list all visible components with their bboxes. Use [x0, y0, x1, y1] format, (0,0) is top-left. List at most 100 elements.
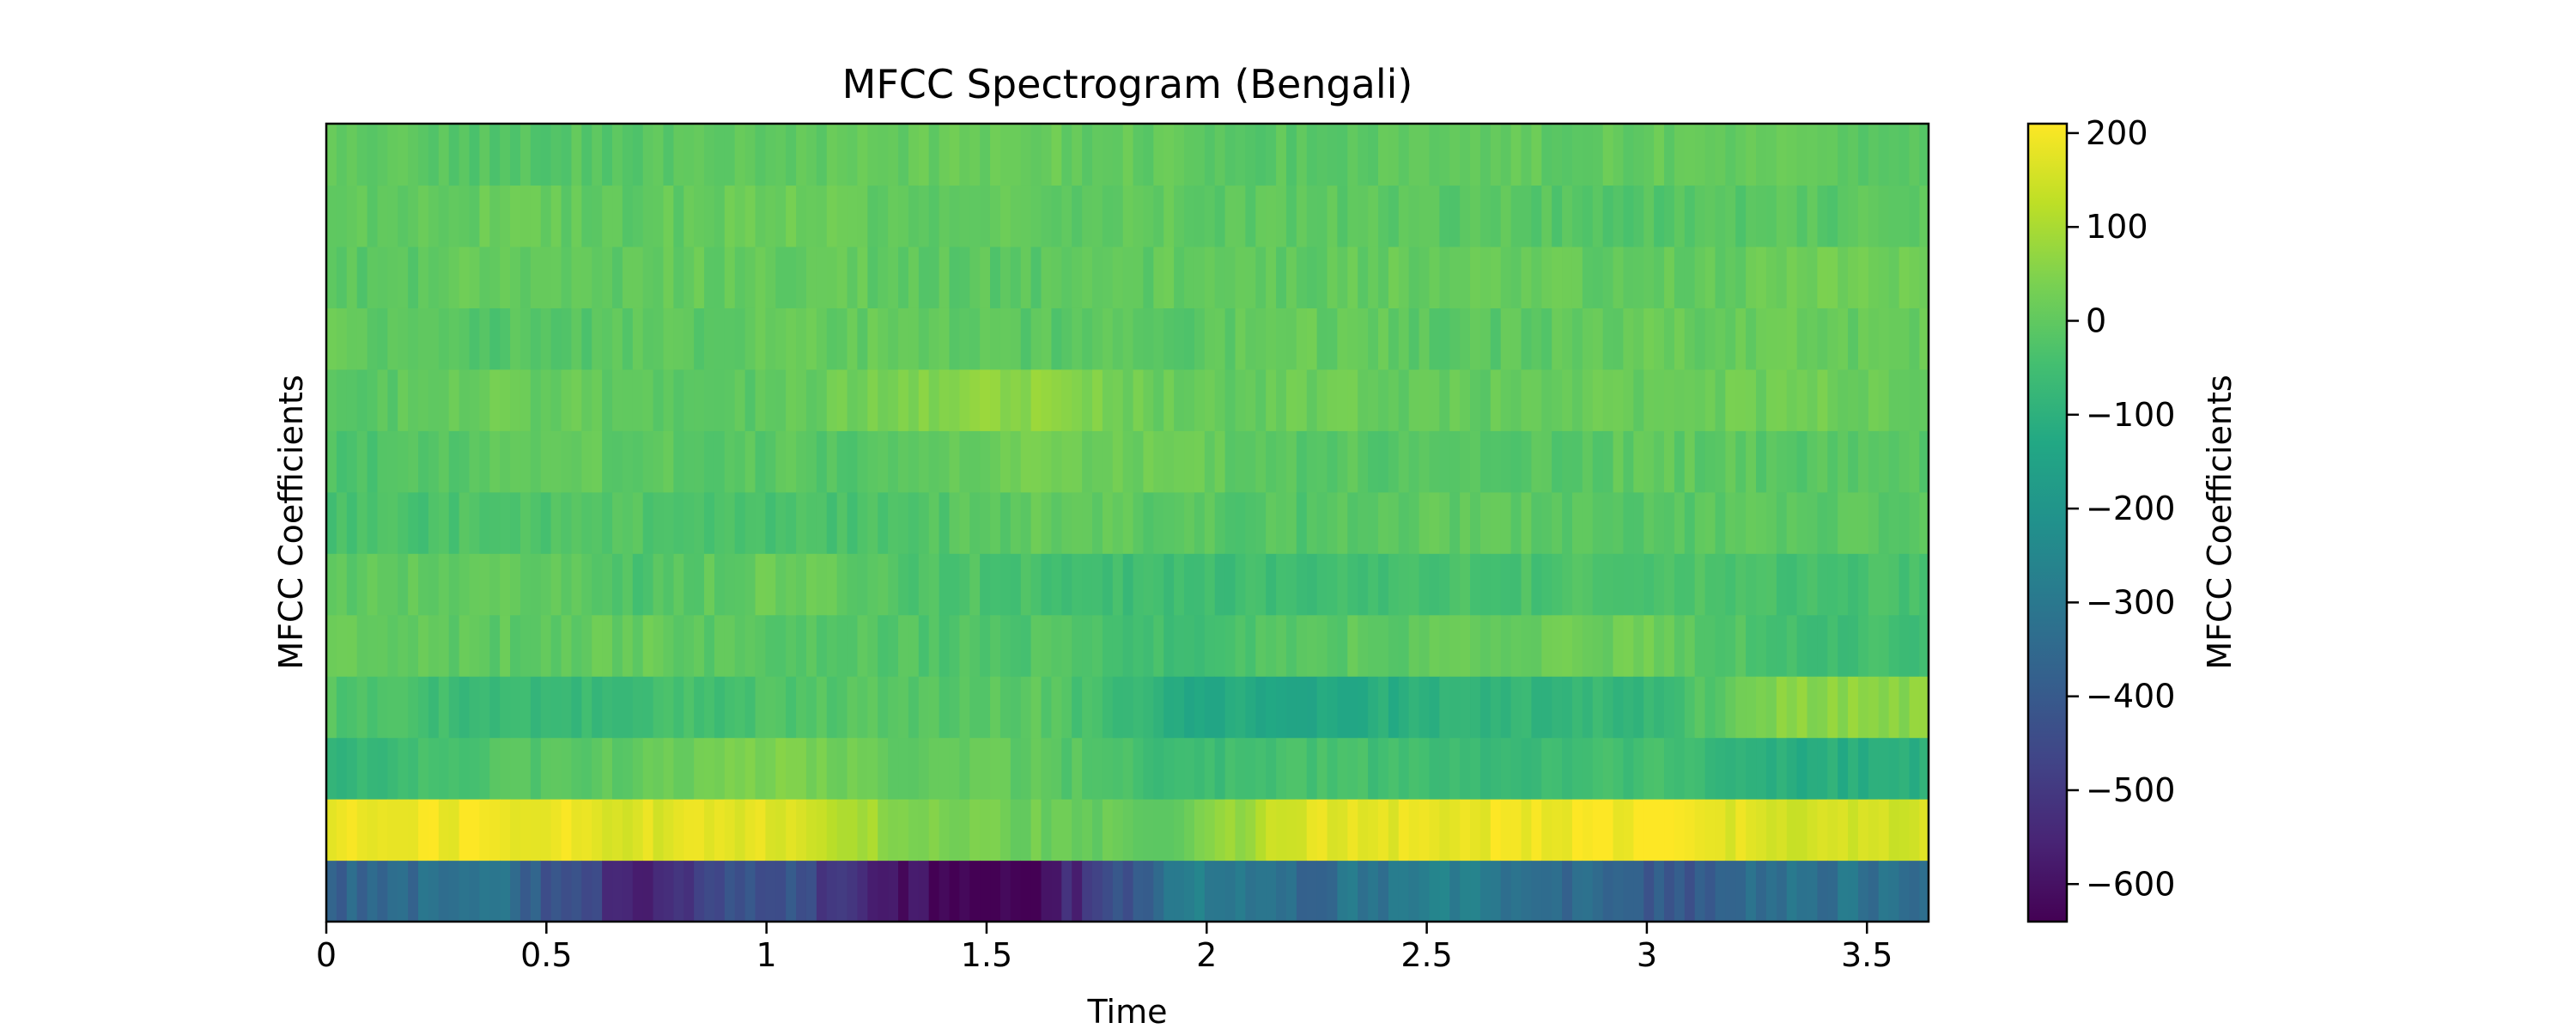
heatmap-cell — [1848, 491, 1859, 554]
heatmap-cell — [1051, 553, 1062, 616]
heatmap-cell — [377, 614, 388, 677]
heatmap-cell — [510, 737, 521, 800]
heatmap-cell — [1613, 307, 1625, 370]
heatmap-cell — [805, 491, 817, 554]
heatmap-cell — [632, 124, 644, 186]
heatmap-cell — [642, 185, 654, 247]
heatmap-cell — [714, 737, 726, 800]
heatmap-cell — [1122, 368, 1134, 431]
heatmap-cell — [1909, 491, 1920, 554]
heatmap-cell — [530, 307, 542, 370]
heatmap-cell — [1194, 614, 1206, 677]
heatmap-cell — [1838, 307, 1849, 370]
heatmap-cell — [775, 124, 787, 186]
heatmap-cell — [1255, 430, 1267, 493]
x-tick-label: 2.5 — [1400, 936, 1452, 974]
heatmap-cell — [653, 246, 665, 308]
heatmap-cell — [1255, 185, 1267, 247]
heatmap-cell — [1868, 614, 1880, 677]
heatmap-cell — [346, 614, 358, 677]
heatmap-cell — [418, 860, 429, 922]
heatmap-cell — [1664, 368, 1675, 431]
heatmap-cell — [1419, 799, 1431, 861]
heatmap-cell — [1194, 124, 1206, 186]
heatmap-cell — [1510, 491, 1522, 554]
heatmap-cell — [1541, 737, 1552, 800]
heatmap-cell — [1613, 553, 1625, 616]
heatmap-cell — [367, 553, 379, 616]
heatmap-cell — [1633, 307, 1644, 370]
heatmap-cell — [1408, 614, 1420, 677]
heatmap-cell — [1378, 799, 1389, 861]
heatmap-cell — [1613, 368, 1625, 431]
heatmap-cell — [1500, 307, 1512, 370]
heatmap-cell — [878, 246, 889, 308]
heatmap-cell — [1490, 124, 1502, 186]
heatmap-cell — [408, 185, 419, 247]
heatmap-cell — [1623, 124, 1634, 186]
heatmap-cell — [1602, 246, 1614, 308]
heatmap-cell — [1245, 860, 1256, 922]
heatmap-cell — [878, 368, 889, 431]
heatmap-cell — [428, 307, 440, 370]
heatmap-cell — [786, 368, 797, 431]
heatmap-cell — [561, 860, 573, 922]
heatmap-cell — [816, 860, 828, 922]
heatmap-cell — [734, 799, 746, 861]
heatmap-cell — [1571, 799, 1583, 861]
heatmap-cell — [1439, 737, 1450, 800]
heatmap-cell — [1072, 430, 1083, 493]
heatmap-cell — [1051, 860, 1062, 922]
heatmap-cell — [673, 368, 684, 431]
heatmap-cell — [1857, 491, 1869, 554]
heatmap-cell — [786, 307, 797, 370]
heatmap-cell — [1664, 491, 1675, 554]
heatmap-cell — [1909, 799, 1920, 861]
heatmap-cell — [459, 799, 471, 861]
heatmap-cell — [1857, 307, 1869, 370]
heatmap-cell — [356, 430, 368, 493]
heatmap-cell — [704, 491, 715, 554]
heatmap-cell — [479, 860, 490, 922]
heatmap-cell — [805, 430, 817, 493]
heatmap-cell — [1010, 860, 1022, 922]
heatmap-cell — [1041, 185, 1053, 247]
heatmap-cell — [1827, 246, 1838, 308]
heatmap-cell — [459, 860, 471, 922]
heatmap-cell — [1388, 799, 1400, 861]
heatmap-cell — [326, 676, 337, 739]
heatmap-cell — [1102, 430, 1114, 493]
heatmap-cell — [1796, 860, 1808, 922]
heatmap-cell — [1419, 737, 1431, 800]
heatmap-cell — [816, 430, 828, 493]
heatmap-cell — [1602, 430, 1614, 493]
heatmap-cell — [1756, 368, 1767, 431]
heatmap-cell — [734, 676, 746, 739]
heatmap-cell — [1848, 430, 1859, 493]
heatmap-cell — [326, 860, 337, 922]
heatmap-cell — [1184, 553, 1195, 616]
heatmap-cell — [1245, 124, 1256, 186]
heatmap-cell — [530, 860, 542, 922]
heatmap-cell — [1500, 553, 1512, 616]
heatmap-cell — [438, 860, 450, 922]
heatmap-cell — [367, 860, 379, 922]
heatmap-cell — [1449, 430, 1461, 493]
heatmap-cell — [398, 553, 409, 616]
heatmap-cell — [1878, 246, 1890, 308]
heatmap-cell — [663, 676, 674, 739]
heatmap-cell — [1715, 737, 1726, 800]
heatmap-cell — [908, 246, 920, 308]
heatmap-cell — [908, 860, 920, 922]
heatmap-cell — [1398, 676, 1410, 739]
heatmap-cell — [336, 185, 348, 247]
heatmap-cell — [622, 553, 634, 616]
heatmap-cell — [530, 430, 542, 493]
heatmap-cell — [642, 614, 654, 677]
heatmap-cell — [510, 246, 521, 308]
heatmap-cell — [642, 368, 654, 431]
heatmap-cell — [1368, 676, 1379, 739]
heatmap-cell — [1479, 430, 1492, 493]
heatmap-cell — [1654, 430, 1665, 493]
